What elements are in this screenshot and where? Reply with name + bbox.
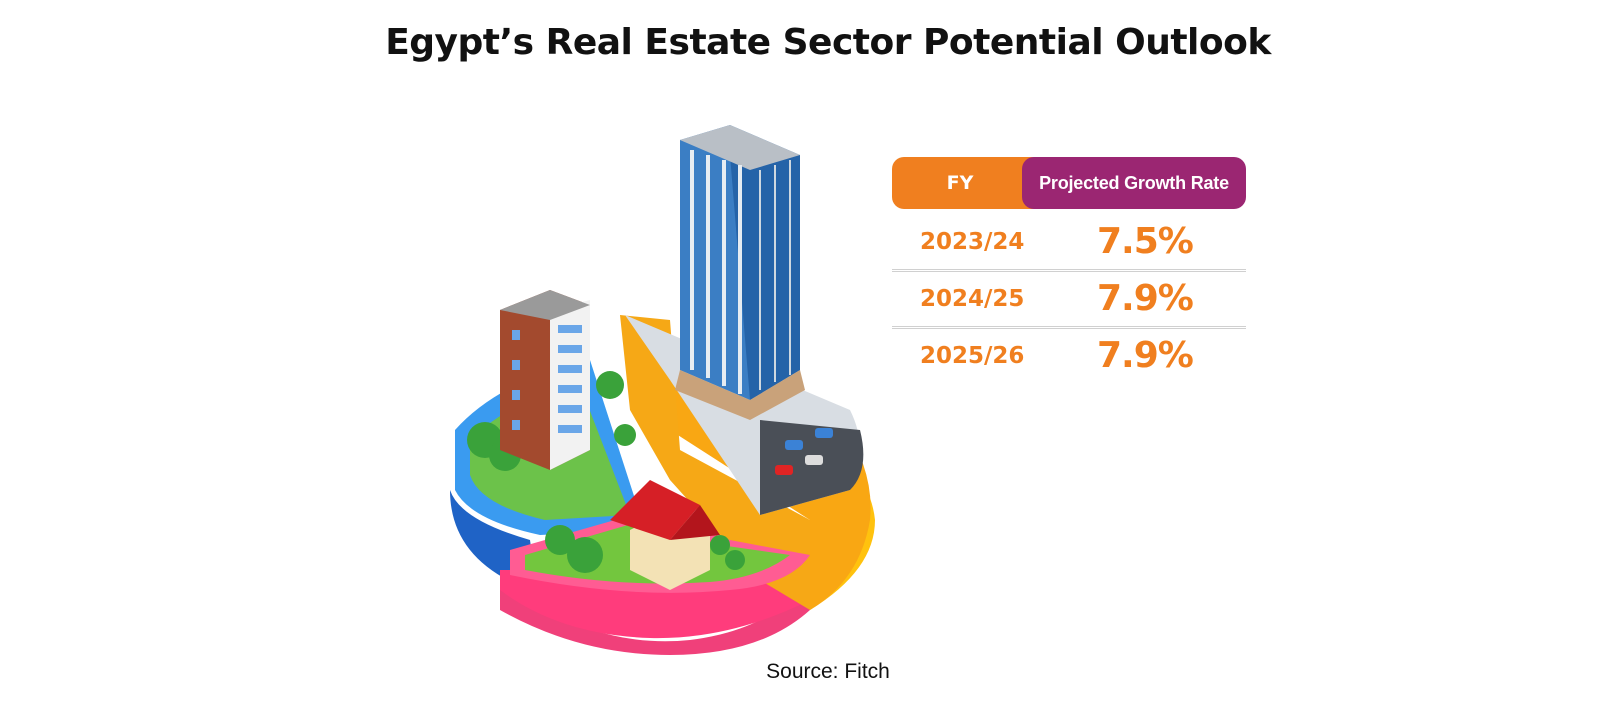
- table-row: 2024/25 7.9%: [892, 269, 1246, 326]
- isometric-pie-chart-buildings-icon: [450, 125, 875, 655]
- growth-rate-cell: 7.9%: [1097, 335, 1194, 376]
- chart-title: Egypt’s Real Estate Sector Potential Out…: [385, 22, 1271, 63]
- fy-cell: 2023/24: [920, 229, 1025, 255]
- growth-rate-cell: 7.9%: [1097, 278, 1194, 319]
- growth-rate-table: FY Projected Growth Rate 2023/24 7.5% 20…: [892, 157, 1246, 383]
- column-header-growth-rate: Projected Growth Rate: [1022, 157, 1246, 209]
- source-note: Source: Fitch: [766, 660, 890, 683]
- fy-cell: 2025/26: [920, 343, 1025, 369]
- table-row: 2023/24 7.5%: [892, 215, 1246, 269]
- table-row: 2025/26 7.9%: [892, 326, 1246, 383]
- table-header: FY Projected Growth Rate: [892, 157, 1246, 209]
- growth-rate-cell: 7.5%: [1097, 221, 1194, 262]
- fy-cell: 2024/25: [920, 286, 1025, 312]
